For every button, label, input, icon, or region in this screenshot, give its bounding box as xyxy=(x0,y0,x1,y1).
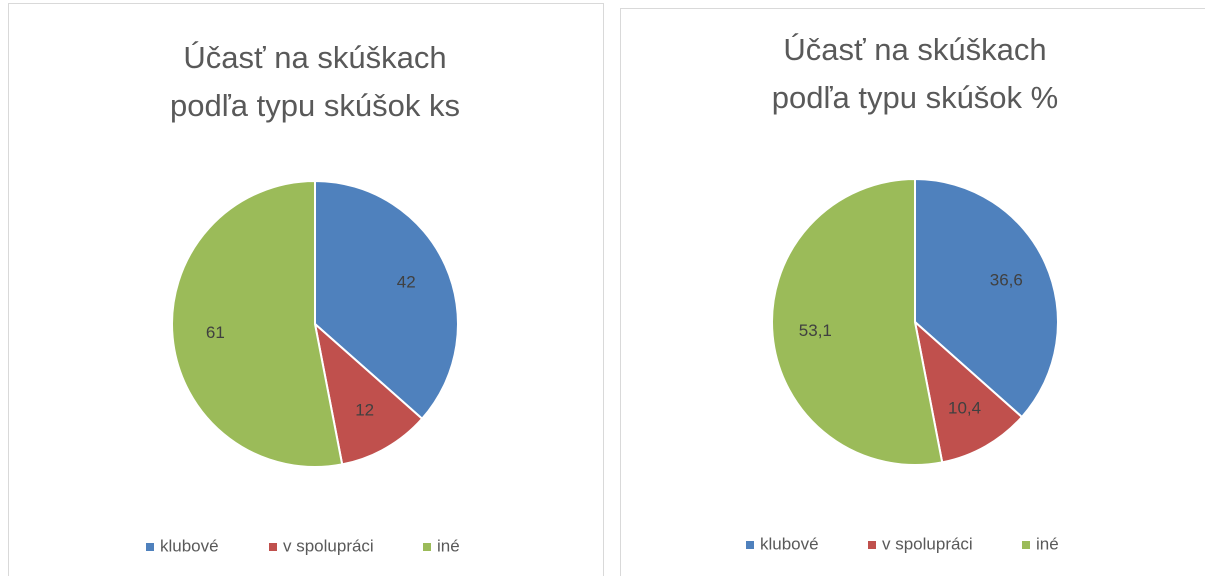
legend-label: iné xyxy=(1036,534,1059,553)
pie-slice xyxy=(913,319,1024,464)
chart-title: Účasť na skúškach xyxy=(783,32,1046,67)
legend-swatch xyxy=(868,541,876,549)
chart-title: podľa typu skúšok ks xyxy=(170,88,460,123)
legend-swatch xyxy=(269,543,277,551)
data-label: 36,6 xyxy=(990,270,1023,289)
pie-slice xyxy=(313,321,424,466)
legend-label: iné xyxy=(437,536,460,555)
legend-label: klubové xyxy=(760,534,819,553)
pie-slice xyxy=(914,177,1059,419)
legend-swatch xyxy=(746,541,754,549)
legend-swatch xyxy=(423,543,431,551)
chart-title: Účasť na skúškach xyxy=(183,40,446,75)
legend-label: v spolupráci xyxy=(882,534,973,553)
data-label: 10,4 xyxy=(948,398,981,417)
chart-title: podľa typu skúšok % xyxy=(772,80,1058,115)
data-label: 53,1 xyxy=(799,321,832,340)
legend-label: klubové xyxy=(160,536,219,555)
data-label: 42 xyxy=(397,272,416,291)
data-label: 61 xyxy=(206,323,225,342)
legend-swatch xyxy=(1022,541,1030,549)
pie-slice xyxy=(314,179,459,421)
legend-swatch xyxy=(146,543,154,551)
pie-slice xyxy=(771,177,944,466)
legend-label: v spolupráci xyxy=(283,536,374,555)
data-label: 12 xyxy=(355,400,374,419)
pie-slice xyxy=(171,179,344,468)
